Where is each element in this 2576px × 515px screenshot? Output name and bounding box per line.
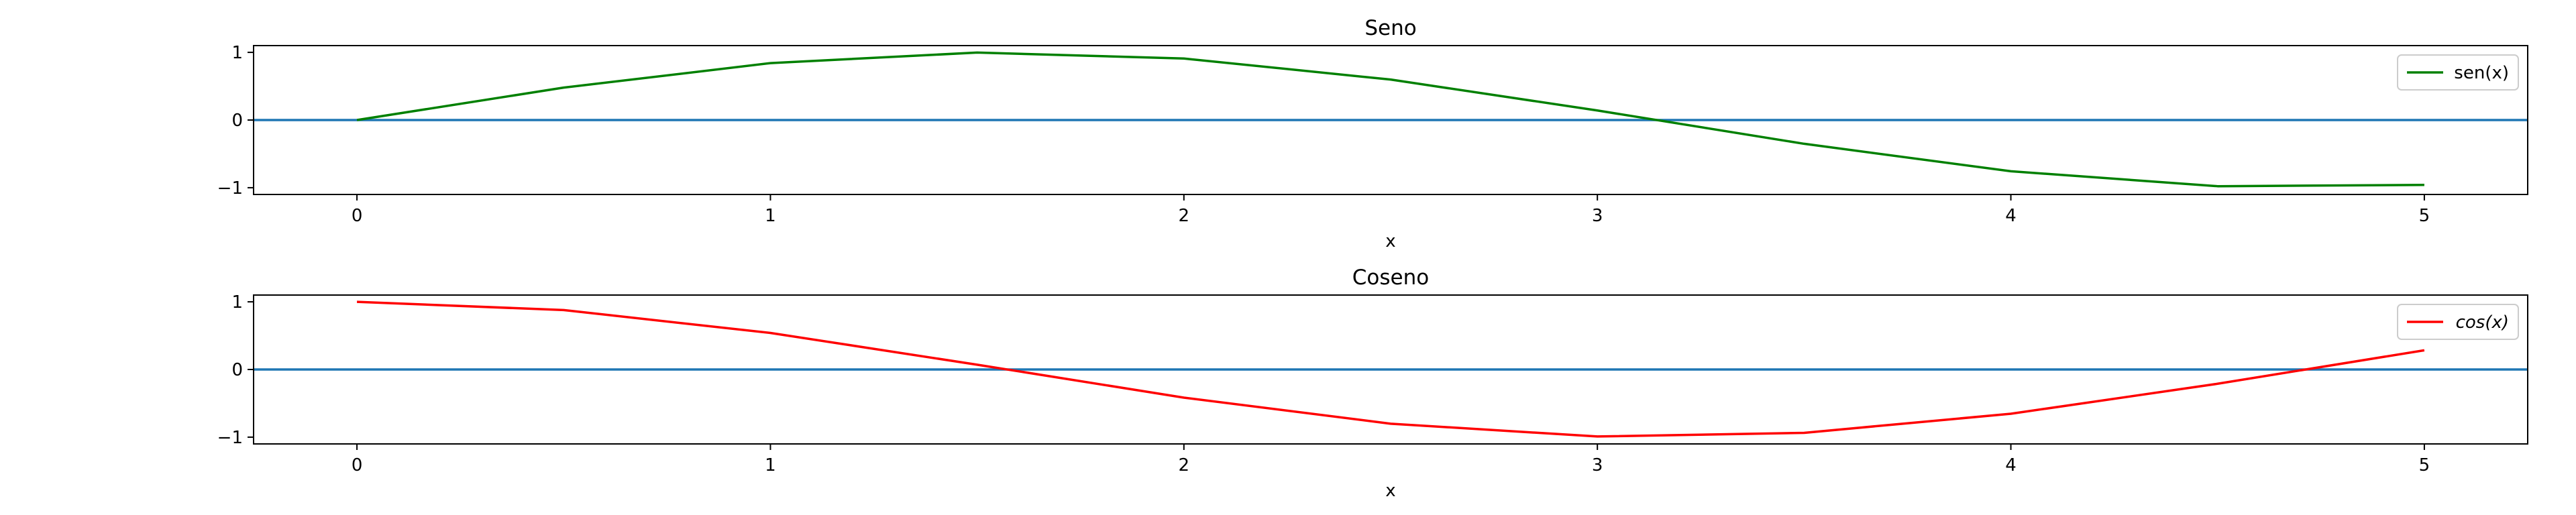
legend-label: cos(x): [2456, 312, 2509, 333]
x-tick-label: 2: [1179, 206, 1190, 226]
legend: sen(x): [2397, 54, 2519, 91]
x-tick-label: 3: [1592, 206, 1603, 226]
series-line-1: [356, 51, 2424, 188]
legend: cos(x): [2397, 304, 2519, 340]
subplot-1: 0 1 2 3 4 5 −1 0 1 Seno x sen(x): [217, 16, 2528, 251]
x-tick-label: 5: [2419, 455, 2430, 475]
series-line-1: [357, 300, 2425, 438]
y-tick-label: 0: [231, 111, 243, 131]
subplot-2: 0 1 2 3 4 5 −1 0 1 Coseno x cos(x): [217, 266, 2528, 501]
legend-box: [2397, 54, 2519, 91]
y-tick-label: 1: [231, 292, 243, 312]
x-tick-label: 5: [2419, 206, 2430, 226]
legend-box: [2397, 304, 2519, 340]
x-tick-label: 2: [1179, 455, 1190, 475]
y-tick-label: 0: [231, 360, 243, 380]
x-tick-label: 0: [352, 206, 363, 226]
y-tick-label: −1: [217, 178, 243, 198]
x-tick-label: 1: [765, 206, 776, 226]
y-tick-label: −1: [217, 428, 243, 448]
x-tick-label: 3: [1592, 455, 1603, 475]
x-tick-label: 4: [2005, 206, 2017, 226]
x-tick-label: 1: [765, 455, 776, 475]
x-tick-label: 0: [352, 455, 363, 475]
x-axis-label: x: [1385, 231, 1395, 251]
chart-title: Seno: [1364, 16, 1416, 40]
x-axis-label: x: [1385, 481, 1395, 501]
legend-label: sen(x): [2454, 63, 2509, 83]
x-tick-label: 4: [2005, 455, 2017, 475]
y-tick-label: 1: [231, 43, 243, 63]
chart-title: Coseno: [1352, 266, 1429, 290]
